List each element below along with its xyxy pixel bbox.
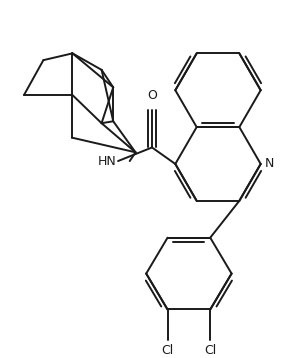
Text: HN: HN: [97, 155, 116, 168]
Text: N: N: [265, 158, 274, 170]
Text: O: O: [147, 89, 157, 102]
Text: Cl: Cl: [162, 344, 174, 357]
Text: Cl: Cl: [204, 344, 216, 357]
